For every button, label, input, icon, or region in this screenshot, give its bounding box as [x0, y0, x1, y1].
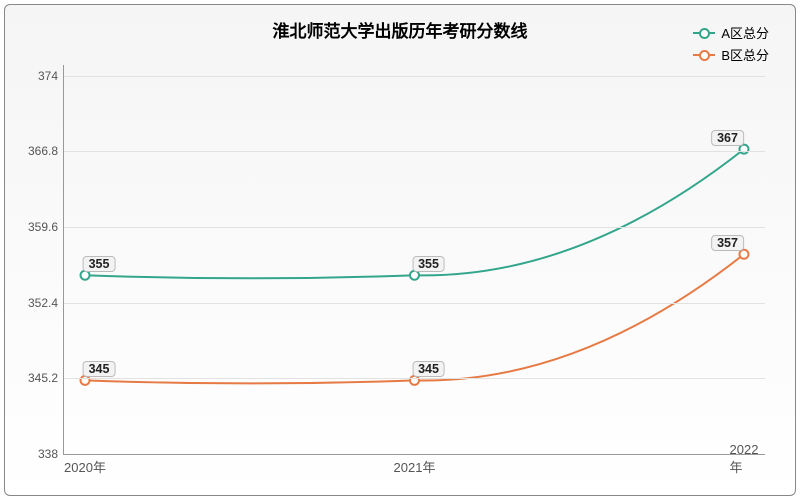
data-point-label: 355 [412, 256, 445, 272]
data-point-label: 367 [711, 130, 744, 146]
gridline [64, 151, 765, 152]
chart-title: 淮北师范大学出版历年考研分数线 [5, 5, 795, 42]
data-point-label: 355 [83, 256, 116, 272]
plot-area: 338345.2352.4359.6366.83742020年2021年2022… [63, 65, 765, 455]
gridline [64, 76, 765, 77]
data-point-label: 357 [711, 235, 744, 251]
legend-item-b: B区总分 [693, 45, 769, 64]
y-tick-label: 359.6 [16, 220, 58, 234]
legend-label-a: A区总分 [721, 23, 769, 42]
legend-swatch-a [693, 32, 715, 34]
x-tick-label: 2020年 [64, 457, 106, 476]
data-point-label: 345 [412, 361, 445, 377]
legend: A区总分 B区总分 [693, 23, 769, 67]
y-tick-label: 345.2 [16, 371, 58, 385]
legend-label-b: B区总分 [721, 45, 769, 64]
y-tick-label: 374 [16, 69, 58, 83]
legend-item-a: A区总分 [693, 23, 769, 42]
x-tick-label: 2022年 [730, 442, 759, 476]
y-tick-label: 352.4 [16, 296, 58, 310]
x-tick-label: 2021年 [394, 457, 436, 476]
y-tick-label: 366.8 [16, 144, 58, 158]
legend-swatch-b [693, 54, 715, 56]
chart-container: 淮北师范大学出版历年考研分数线 A区总分 B区总分 338345.2352.43… [4, 4, 796, 496]
data-point-label: 345 [83, 361, 116, 377]
y-tick-label: 338 [16, 447, 58, 461]
gridline [64, 227, 765, 228]
gridline [64, 303, 765, 304]
gridline [64, 378, 765, 379]
